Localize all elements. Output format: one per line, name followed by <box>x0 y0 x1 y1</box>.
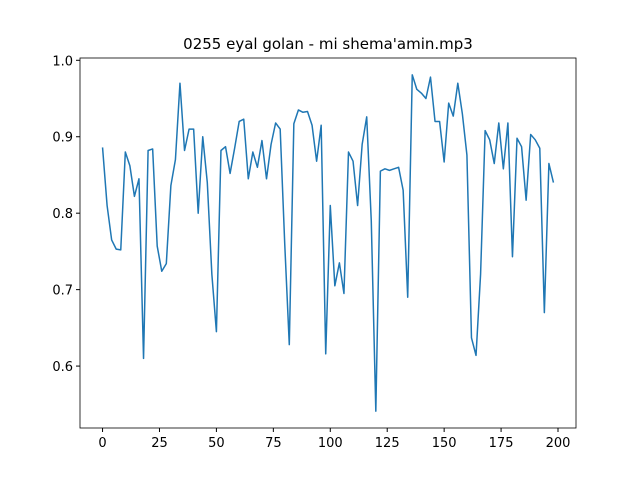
x-tick-label: 50 <box>208 436 225 451</box>
y-tick-label: 1.0 <box>52 54 73 69</box>
x-tick-label: 150 <box>432 436 457 451</box>
y-tick-label: 0.8 <box>52 207 73 222</box>
x-tick-label: 25 <box>151 436 168 451</box>
x-tick-label: 175 <box>489 436 514 451</box>
x-tick-label: 125 <box>375 436 400 451</box>
x-tick-label: 200 <box>546 436 571 451</box>
chart-title: 0255 eyal golan - mi shema'amin.mp3 <box>183 35 473 53</box>
line-series <box>101 74 555 412</box>
x-tick-label: 75 <box>265 436 282 451</box>
y-tick-label: 0.7 <box>52 284 73 299</box>
plot-frame <box>79 57 577 429</box>
y-tick-label: 0.9 <box>52 131 73 146</box>
x-tick-label: 100 <box>318 436 343 451</box>
x-tick-label: 0 <box>98 436 106 451</box>
y-tick-label: 0.6 <box>52 360 73 375</box>
